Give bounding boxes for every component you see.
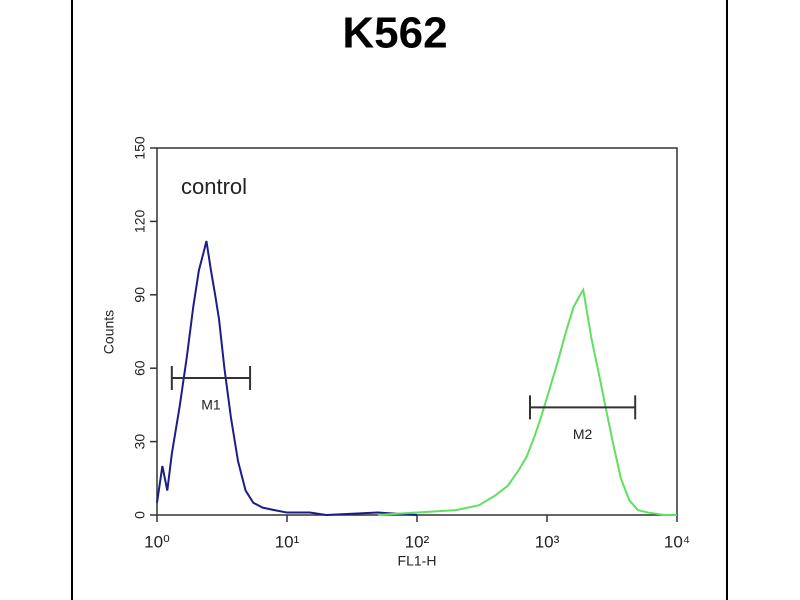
histogram-line	[156, 240, 418, 517]
y-tick-label: 30	[132, 434, 148, 450]
marker-label: M1	[201, 397, 221, 413]
y-tick-label: 0	[132, 511, 148, 519]
x-tick-label: 10⁰	[144, 532, 170, 551]
y-tick-label: 120	[132, 210, 148, 234]
histogram-line	[377, 287, 677, 516]
y-tick-label: 60	[132, 360, 148, 376]
x-tick-label: 10³	[535, 532, 560, 551]
x-axis-label: FL1-H	[398, 553, 437, 569]
chart-title: K562	[342, 9, 447, 58]
x-tick-label: 10¹	[275, 532, 300, 551]
legend-entry: control	[181, 174, 247, 199]
y-axis-label: Counts	[101, 310, 117, 354]
marker-label: M2	[573, 426, 593, 442]
y-tick-label: 90	[132, 287, 148, 303]
y-tick-label: 150	[132, 136, 148, 160]
x-tick-label: 10⁴	[664, 532, 690, 551]
x-tick-label: 10²	[405, 532, 430, 551]
